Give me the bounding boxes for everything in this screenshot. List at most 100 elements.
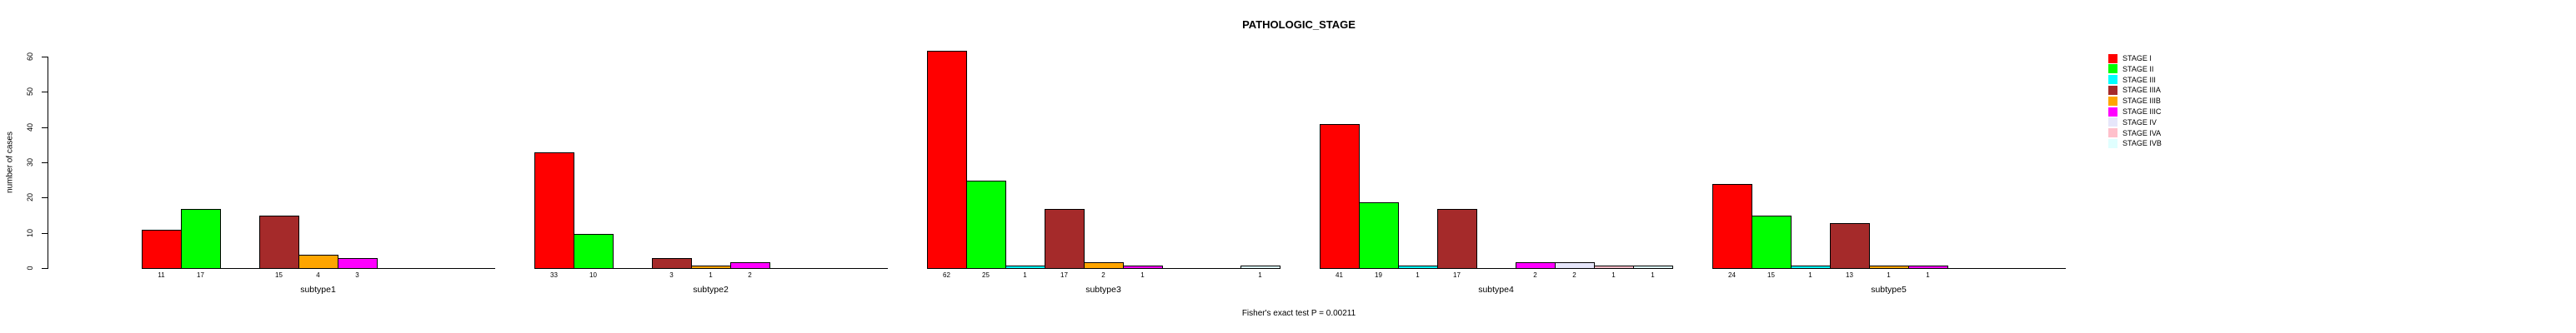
bar-value-label: 1 [1023, 271, 1027, 279]
group-label-subtype4: subtype4 [1478, 285, 1514, 295]
bar-value-label: 17 [1453, 271, 1461, 279]
y-axis-tick [42, 162, 48, 163]
bar-value-label: 62 [943, 271, 950, 279]
legend-label: STAGE I [2122, 54, 2152, 62]
bar-value-label: 1 [1887, 271, 1891, 279]
group-label-subtype1: subtype1 [300, 285, 336, 295]
bar-subtype2-stage-iiia [652, 258, 692, 269]
bar-subtype2-stage-ii [574, 234, 614, 269]
bar-subtype3-stage-iiic [1123, 266, 1163, 269]
bar-subtype4-stage-iiic [1516, 262, 1556, 269]
bar-value-label: 4 [316, 271, 320, 279]
bar-subtype4-stage-i [1320, 124, 1360, 269]
bar-subtype3-stage-i [927, 51, 967, 269]
bar-subtype5-stage-iii [1791, 266, 1831, 269]
bar-subtype3-stage-iiib [1084, 262, 1124, 269]
bar-value-label: 41 [1336, 271, 1343, 279]
bar-subtype4-stage-iv [1555, 262, 1595, 269]
legend-swatch-stage-ivb [2108, 138, 2117, 148]
bar-value-label: 33 [550, 271, 558, 279]
y-axis-tick-label: 40 [26, 122, 34, 132]
legend-swatch-stage-iiib [2108, 96, 2117, 106]
bar-value-label: 2 [1533, 271, 1537, 279]
bar-subtype3-stage-ivb [1240, 266, 1280, 269]
group-baseline [1320, 268, 1673, 269]
bar-subtype2-stage-iiic [730, 262, 770, 269]
fisher-test-annotation: Fisher's exact test P = 0.00211 [1241, 309, 1356, 318]
bar-subtype1-stage-iiia [259, 216, 299, 269]
bar-value-label: 2 [748, 271, 752, 279]
group-label-subtype2: subtype2 [693, 285, 729, 295]
y-axis-tick-label: 30 [26, 157, 34, 167]
bar-subtype3-stage-iii [1005, 266, 1045, 269]
bar-value-label: 1 [1258, 271, 1262, 279]
bar-value-label: 17 [197, 271, 204, 279]
legend-label: STAGE IIIC [2122, 107, 2162, 116]
bar-subtype5-stage-iiic [1908, 266, 1948, 269]
bar-subtype4-stage-ii [1359, 202, 1399, 269]
bar-value-label: 1 [709, 271, 713, 279]
legend-swatch-stage-iiic [2108, 107, 2117, 117]
bar-value-label: 1 [1611, 271, 1616, 279]
bar-value-label: 11 [158, 271, 165, 279]
bar-subtype5-stage-i [1712, 184, 1752, 269]
bar-value-label: 1 [1416, 271, 1420, 279]
bar-subtype3-stage-iiia [1045, 209, 1085, 269]
bar-subtype1-stage-iiib [298, 255, 338, 269]
legend-label: STAGE III [2122, 75, 2156, 84]
bar-value-label: 15 [275, 271, 283, 279]
legend-swatch-stage-iva [2108, 128, 2117, 138]
bar-subtype4-stage-iii [1398, 266, 1438, 269]
bar-value-label: 13 [1846, 271, 1853, 279]
bar-value-label: 15 [1767, 271, 1775, 279]
bar-value-label: 25 [982, 271, 990, 279]
legend-swatch-stage-iii [2108, 75, 2117, 85]
bar-value-label: 2 [1101, 271, 1105, 279]
bar-value-label: 1 [1651, 271, 1655, 279]
y-axis-tick-label: 0 [26, 266, 34, 271]
y-axis-tick [42, 197, 48, 199]
bar-subtype5-stage-iiib [1869, 266, 1909, 269]
legend-label: STAGE II [2122, 64, 2154, 73]
bar-subtype1-stage-ii [181, 209, 221, 269]
legend-swatch-stage-i [2108, 53, 2117, 63]
legend-label: STAGE IIIB [2122, 97, 2161, 106]
legend-swatch-stage-iv [2108, 117, 2117, 127]
bar-subtype2-stage-i [534, 152, 574, 269]
y-axis-tick-label: 50 [26, 87, 34, 97]
bar-value-label: 10 [589, 271, 597, 279]
y-axis-tick [42, 232, 48, 234]
chart-title: PATHOLOGIC_STAGE [1242, 18, 1356, 31]
bar-subtype1-stage-iiic [338, 258, 378, 269]
y-axis-tick [42, 127, 48, 128]
legend-label: STAGE IVB [2122, 139, 2162, 148]
bar-value-label: 1 [1926, 271, 1930, 279]
bar-subtype3-stage-ii [966, 181, 1006, 269]
group-label-subtype5: subtype5 [1871, 285, 1907, 295]
bar-value-label: 17 [1060, 271, 1068, 279]
y-axis-tick-label: 20 [26, 193, 34, 202]
y-axis-tick [42, 268, 48, 269]
bar-subtype5-stage-iiia [1830, 223, 1870, 269]
bar-value-label: 3 [669, 271, 674, 279]
bar-value-label: 1 [1140, 271, 1145, 279]
bar-value-label: 2 [1572, 271, 1576, 279]
legend-swatch-stage-iiia [2108, 85, 2117, 95]
bar-value-label: 3 [355, 271, 359, 279]
bar-value-label: 1 [1808, 271, 1812, 279]
group-label-subtype3: subtype3 [1085, 285, 1121, 295]
legend-label: STAGE IV [2122, 117, 2157, 127]
legend-swatch-stage-ii [2108, 64, 2117, 74]
bar-subtype4-stage-ivb [1633, 266, 1673, 269]
legend-label: STAGE IVA [2122, 128, 2162, 137]
y-axis-tick-label: 60 [26, 52, 34, 62]
bar-subtype1-stage-i [142, 230, 182, 269]
bar-value-label: 24 [1728, 271, 1736, 279]
y-axis-title: number of cases [5, 132, 15, 193]
bar-subtype2-stage-iiib [691, 266, 731, 269]
legend-label: STAGE IIIA [2122, 86, 2161, 95]
bar-subtype5-stage-ii [1752, 216, 1792, 269]
y-axis-tick-label: 10 [26, 228, 34, 237]
bar-value-label: 19 [1375, 271, 1382, 279]
